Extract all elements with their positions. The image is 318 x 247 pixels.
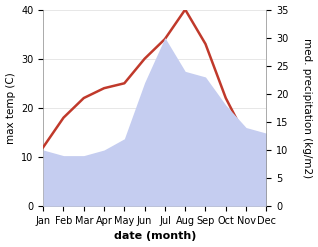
- Y-axis label: max temp (C): max temp (C): [5, 72, 16, 144]
- X-axis label: date (month): date (month): [114, 231, 196, 242]
- Y-axis label: med. precipitation (kg/m2): med. precipitation (kg/m2): [302, 38, 313, 178]
